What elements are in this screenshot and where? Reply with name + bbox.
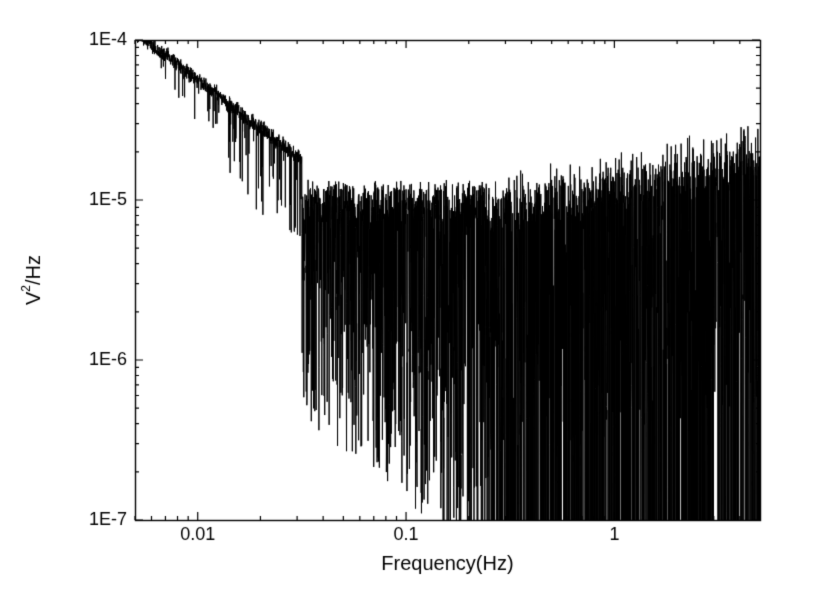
chart-canvas: [0, 0, 837, 616]
psd-chart: Frequency(Hz) V 2 /Hz: [0, 0, 837, 616]
